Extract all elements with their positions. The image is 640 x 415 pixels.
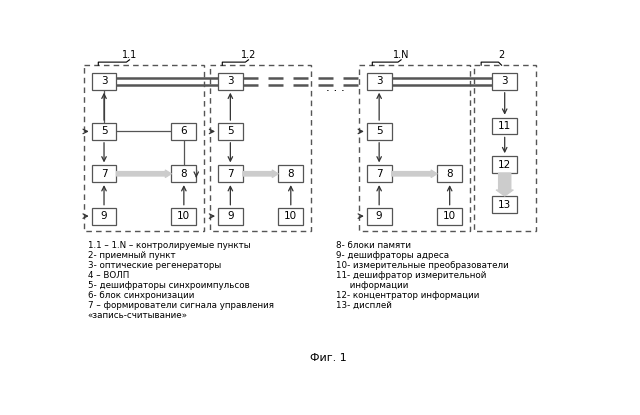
FancyArrow shape <box>116 170 172 178</box>
Text: 7: 7 <box>227 169 234 179</box>
Bar <box>367 208 392 225</box>
FancyArrow shape <box>392 170 437 178</box>
Text: 5: 5 <box>376 127 383 137</box>
Bar <box>437 208 462 225</box>
Text: 10: 10 <box>177 211 191 221</box>
Bar <box>367 165 392 182</box>
Bar <box>359 65 470 231</box>
Text: 8: 8 <box>446 169 453 179</box>
Text: Фиг. 1: Фиг. 1 <box>310 353 346 363</box>
FancyArrow shape <box>496 173 513 196</box>
Text: 10: 10 <box>284 211 298 221</box>
Bar <box>218 123 243 140</box>
Bar <box>218 73 243 90</box>
Bar <box>474 65 536 231</box>
Text: 5- дешифраторы синхроимпульсов: 5- дешифраторы синхроимпульсов <box>88 281 250 290</box>
Bar <box>492 117 517 134</box>
Bar <box>172 165 196 182</box>
Text: 4 – ВОЛП: 4 – ВОЛП <box>88 271 129 280</box>
Bar <box>278 165 303 182</box>
Text: 11: 11 <box>498 121 511 131</box>
Text: 11- дешифратор измерительной: 11- дешифратор измерительной <box>336 271 486 280</box>
Bar <box>367 123 392 140</box>
Text: 7: 7 <box>100 169 108 179</box>
Text: 1.1 – 1.N – контролируемые пункты: 1.1 – 1.N – контролируемые пункты <box>88 241 250 250</box>
Text: 8: 8 <box>287 169 294 179</box>
Text: 3: 3 <box>501 76 508 86</box>
FancyArrow shape <box>243 170 278 178</box>
Bar <box>492 73 517 90</box>
Bar <box>278 208 303 225</box>
Text: 5: 5 <box>100 127 108 137</box>
Text: 6- блок синхронизации: 6- блок синхронизации <box>88 291 194 300</box>
Text: 2- приемный пункт: 2- приемный пункт <box>88 251 175 260</box>
Text: 8- блоки памяти: 8- блоки памяти <box>336 241 411 250</box>
Text: 8: 8 <box>180 169 187 179</box>
Text: 7 – формирователи сигнала управления: 7 – формирователи сигнала управления <box>88 301 274 310</box>
Text: 10: 10 <box>443 211 456 221</box>
Text: 3: 3 <box>376 76 383 86</box>
Text: 3: 3 <box>100 76 108 86</box>
Bar <box>210 65 311 231</box>
Text: 7: 7 <box>376 169 383 179</box>
Bar <box>92 208 116 225</box>
Text: 9: 9 <box>376 211 383 221</box>
Text: 9- дешифраторы адреса: 9- дешифраторы адреса <box>336 251 449 260</box>
Bar <box>84 65 204 231</box>
Text: 6: 6 <box>180 127 187 137</box>
Bar <box>92 165 116 182</box>
Bar <box>492 156 517 173</box>
Text: 12: 12 <box>498 159 511 170</box>
Text: 2: 2 <box>499 50 505 60</box>
Text: 12- концентратор информации: 12- концентратор информации <box>336 291 479 300</box>
Text: . . .: . . . <box>326 81 344 94</box>
Text: 10- измерительные преобразователи: 10- измерительные преобразователи <box>336 261 509 270</box>
Text: 3: 3 <box>227 76 234 86</box>
Text: 13- дисплей: 13- дисплей <box>336 301 392 310</box>
Bar <box>492 196 517 213</box>
Text: 1.2: 1.2 <box>241 50 256 60</box>
Bar <box>218 208 243 225</box>
Text: 13: 13 <box>498 200 511 210</box>
Text: информации: информации <box>336 281 408 290</box>
Text: 1.1: 1.1 <box>122 50 137 60</box>
Text: 3- оптические регенераторы: 3- оптические регенераторы <box>88 261 221 270</box>
Text: 1.N: 1.N <box>393 50 410 60</box>
Bar <box>172 208 196 225</box>
Bar <box>218 165 243 182</box>
Text: «запись-считывание»: «запись-считывание» <box>88 311 188 320</box>
Bar <box>437 165 462 182</box>
Bar <box>172 123 196 140</box>
Bar <box>92 123 116 140</box>
Text: 9: 9 <box>100 211 108 221</box>
Text: 5: 5 <box>227 127 234 137</box>
Bar <box>92 73 116 90</box>
Bar <box>367 73 392 90</box>
Text: 9: 9 <box>227 211 234 221</box>
